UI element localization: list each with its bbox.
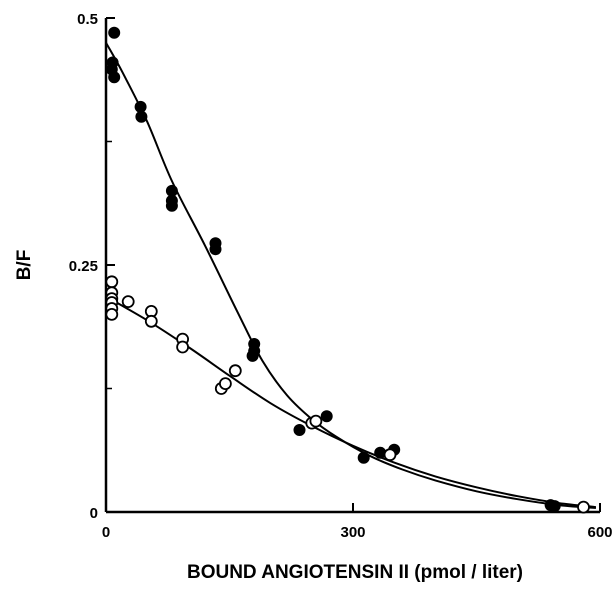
open-data-point xyxy=(228,364,242,378)
axes xyxy=(104,18,600,514)
filled-data-point xyxy=(357,451,370,464)
open-data-point xyxy=(309,414,323,428)
open-data-point xyxy=(121,295,135,309)
open-data-point xyxy=(144,314,158,328)
open-data-point xyxy=(105,307,119,321)
x-axis-title: BOUND ANGIOTENSIN II (pmol / liter) xyxy=(187,562,523,583)
y-tick-label: 0.25 xyxy=(69,258,98,275)
filled-data-point xyxy=(246,349,259,362)
open-data-point xyxy=(218,377,232,391)
filled-data-point xyxy=(108,71,121,84)
filled-data-point xyxy=(320,410,333,423)
fit-curve-1 xyxy=(105,42,596,509)
x-tick-label: 300 xyxy=(340,524,365,541)
data-points xyxy=(105,26,590,514)
y-tick-label: 0.5 xyxy=(77,11,98,28)
x-tick-label: 0 xyxy=(102,524,110,541)
filled-data-point xyxy=(165,199,178,212)
filled-data-point xyxy=(108,26,121,39)
ticks: 0 0.25 0.5 0 300 600 xyxy=(69,11,613,541)
filled-data-point xyxy=(209,243,222,256)
filled-data-point xyxy=(135,110,148,123)
y-axis-title: B/F xyxy=(14,250,35,281)
open-data-point xyxy=(176,340,190,354)
x-tick-label: 600 xyxy=(587,524,612,541)
filled-data-point xyxy=(134,100,147,113)
open-data-point xyxy=(105,275,119,289)
open-data-point xyxy=(383,448,397,462)
fit-curve-2 xyxy=(105,295,597,509)
filled-data-point xyxy=(548,500,561,513)
filled-data-point xyxy=(165,184,178,197)
filled-data-point xyxy=(293,424,306,436)
y-tick-label: 0 xyxy=(90,505,98,522)
open-data-point xyxy=(577,500,590,514)
fit-curves xyxy=(105,42,597,509)
